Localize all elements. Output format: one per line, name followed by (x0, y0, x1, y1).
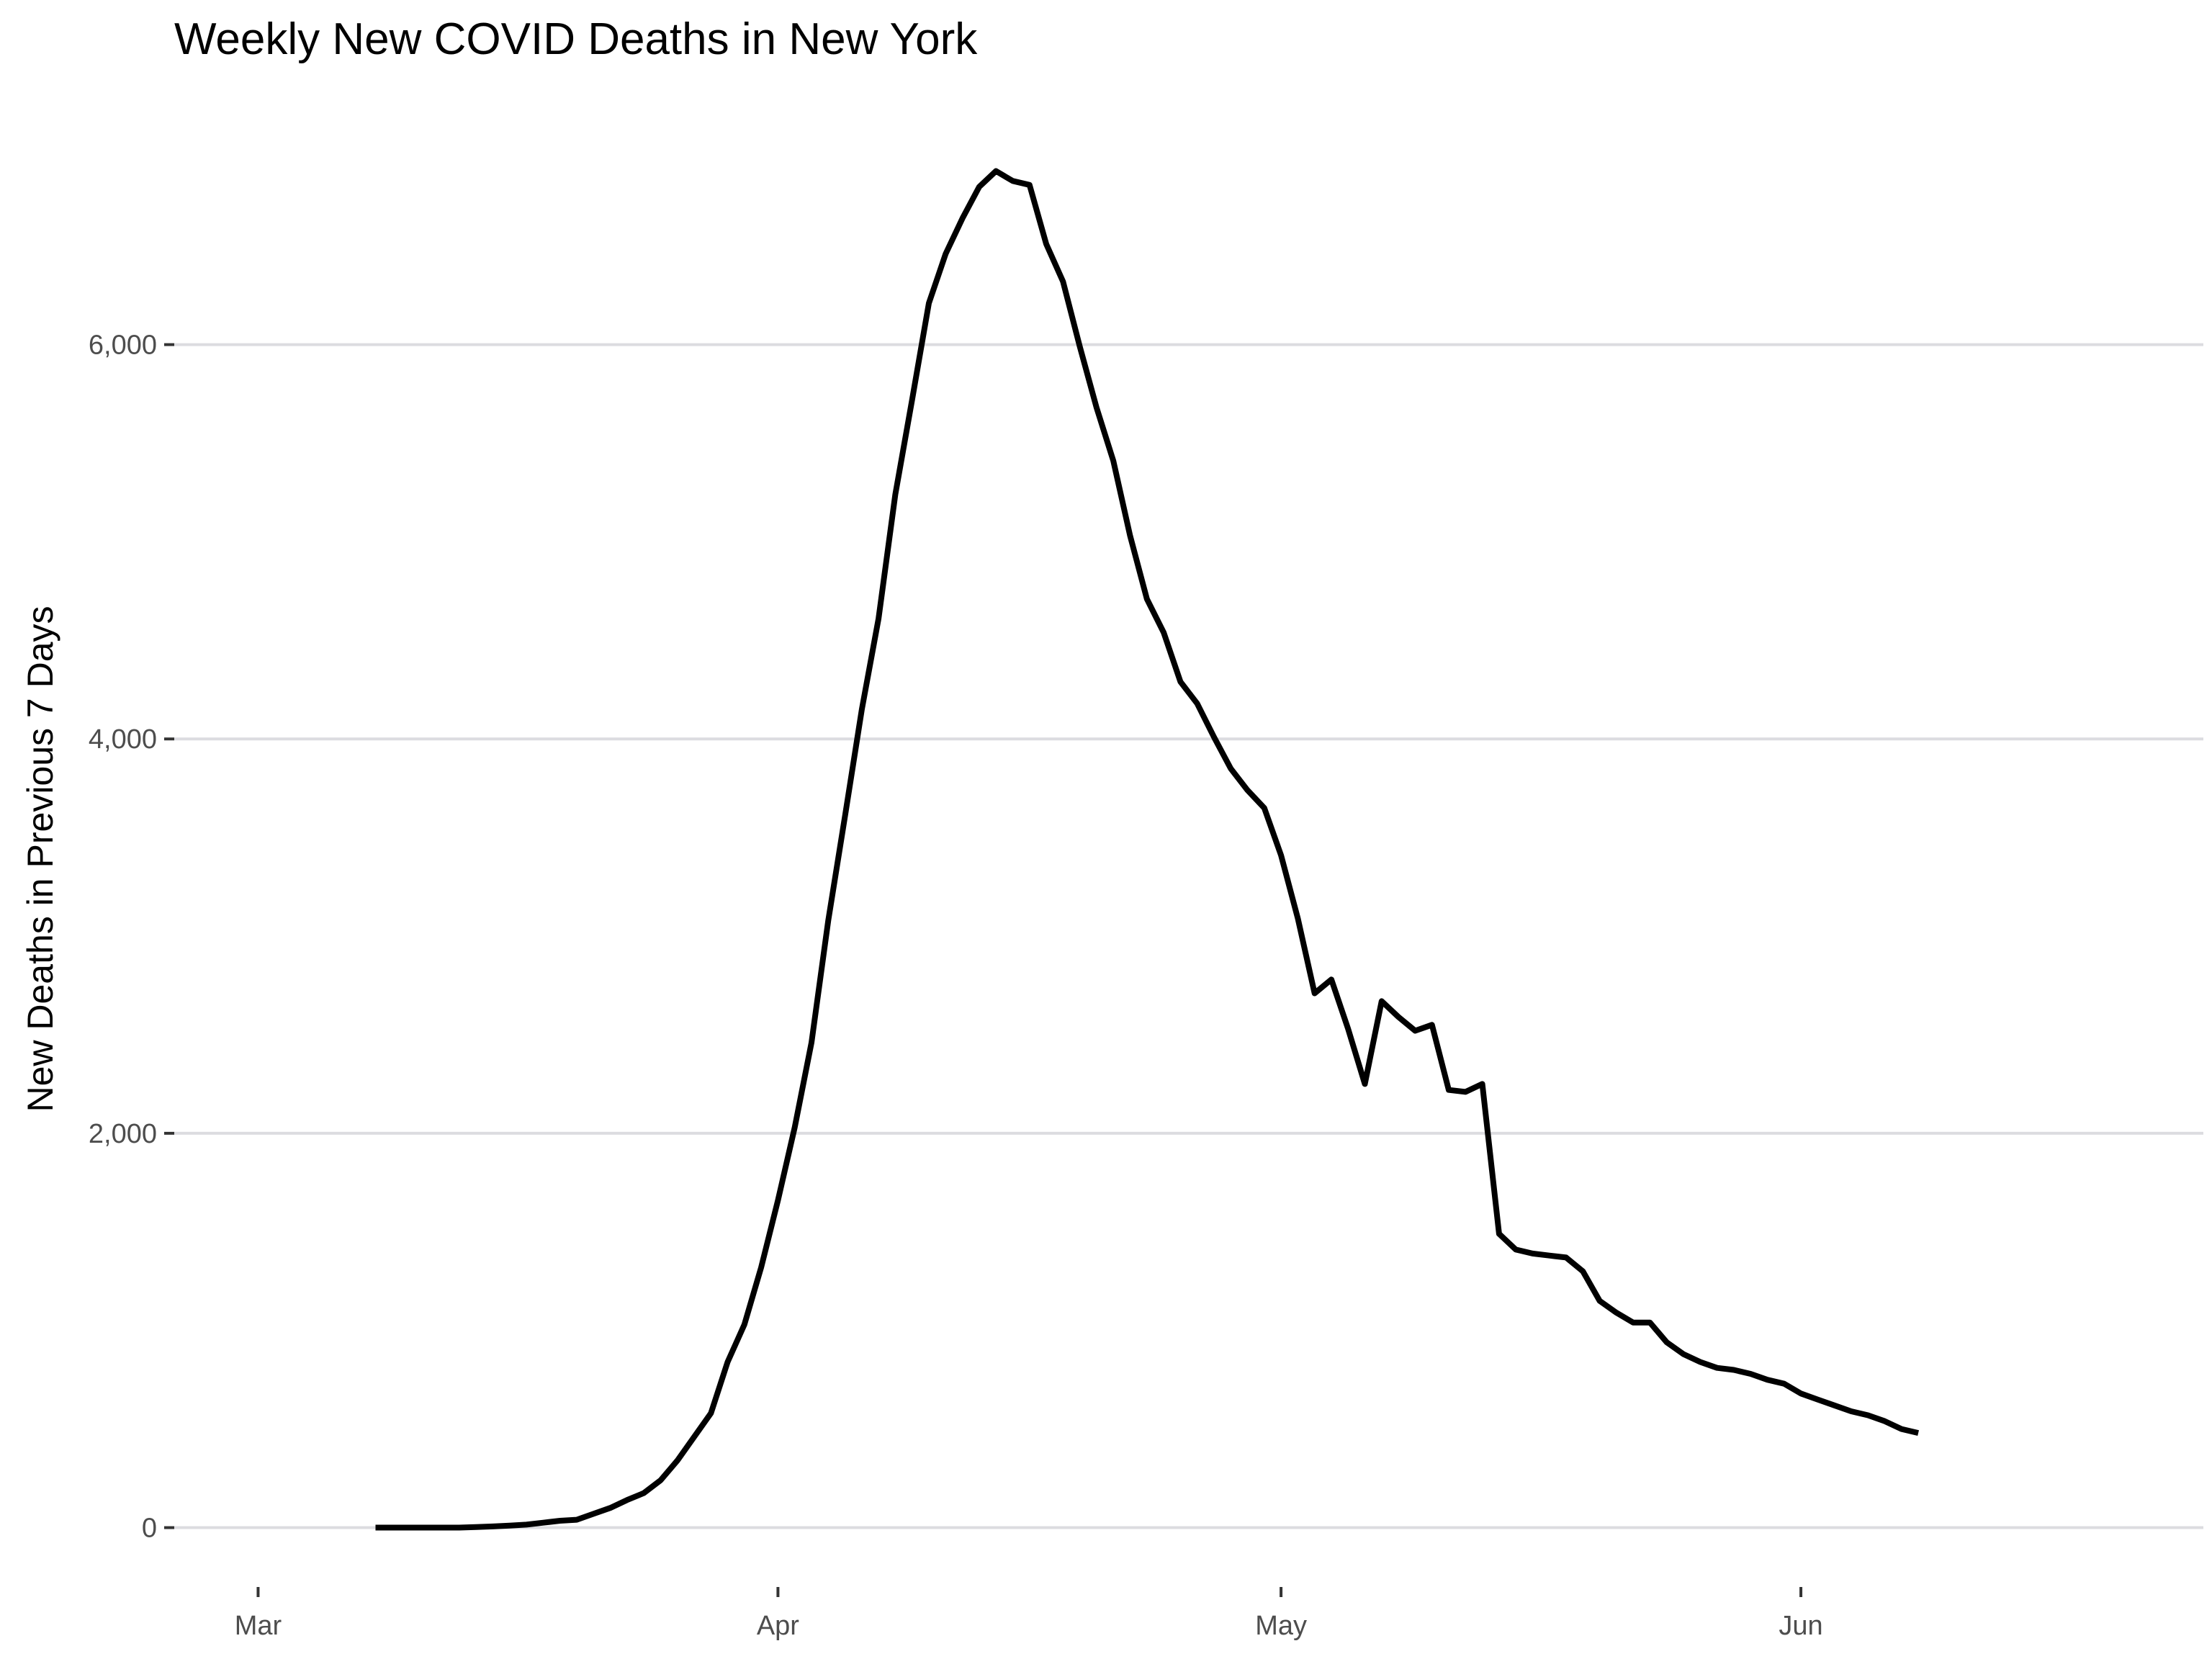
x-axis: Mar Apr May Jun (235, 1587, 1823, 1641)
x-tick-label: Mar (235, 1611, 282, 1641)
y-tick-label: 2,000 (89, 1119, 157, 1149)
x-tick-label: May (1255, 1611, 1307, 1641)
chart-title: Weekly New COVID Deaths in New York (174, 14, 978, 64)
plot-series (375, 168, 1920, 1531)
y-tick-label: 6,000 (89, 331, 157, 361)
y-tick-label: 4,000 (89, 724, 157, 755)
y-axis-title: New Deaths in Previous 7 Days (20, 606, 60, 1112)
gridlines (174, 343, 2203, 1529)
x-tick-label: Jun (1779, 1611, 1822, 1641)
y-tick-label: 0 (142, 1514, 157, 1544)
x-tick-label: Apr (757, 1611, 799, 1641)
series-line (375, 168, 1920, 1531)
y-axis: 0 2,000 4,000 6,000 (89, 331, 174, 1544)
